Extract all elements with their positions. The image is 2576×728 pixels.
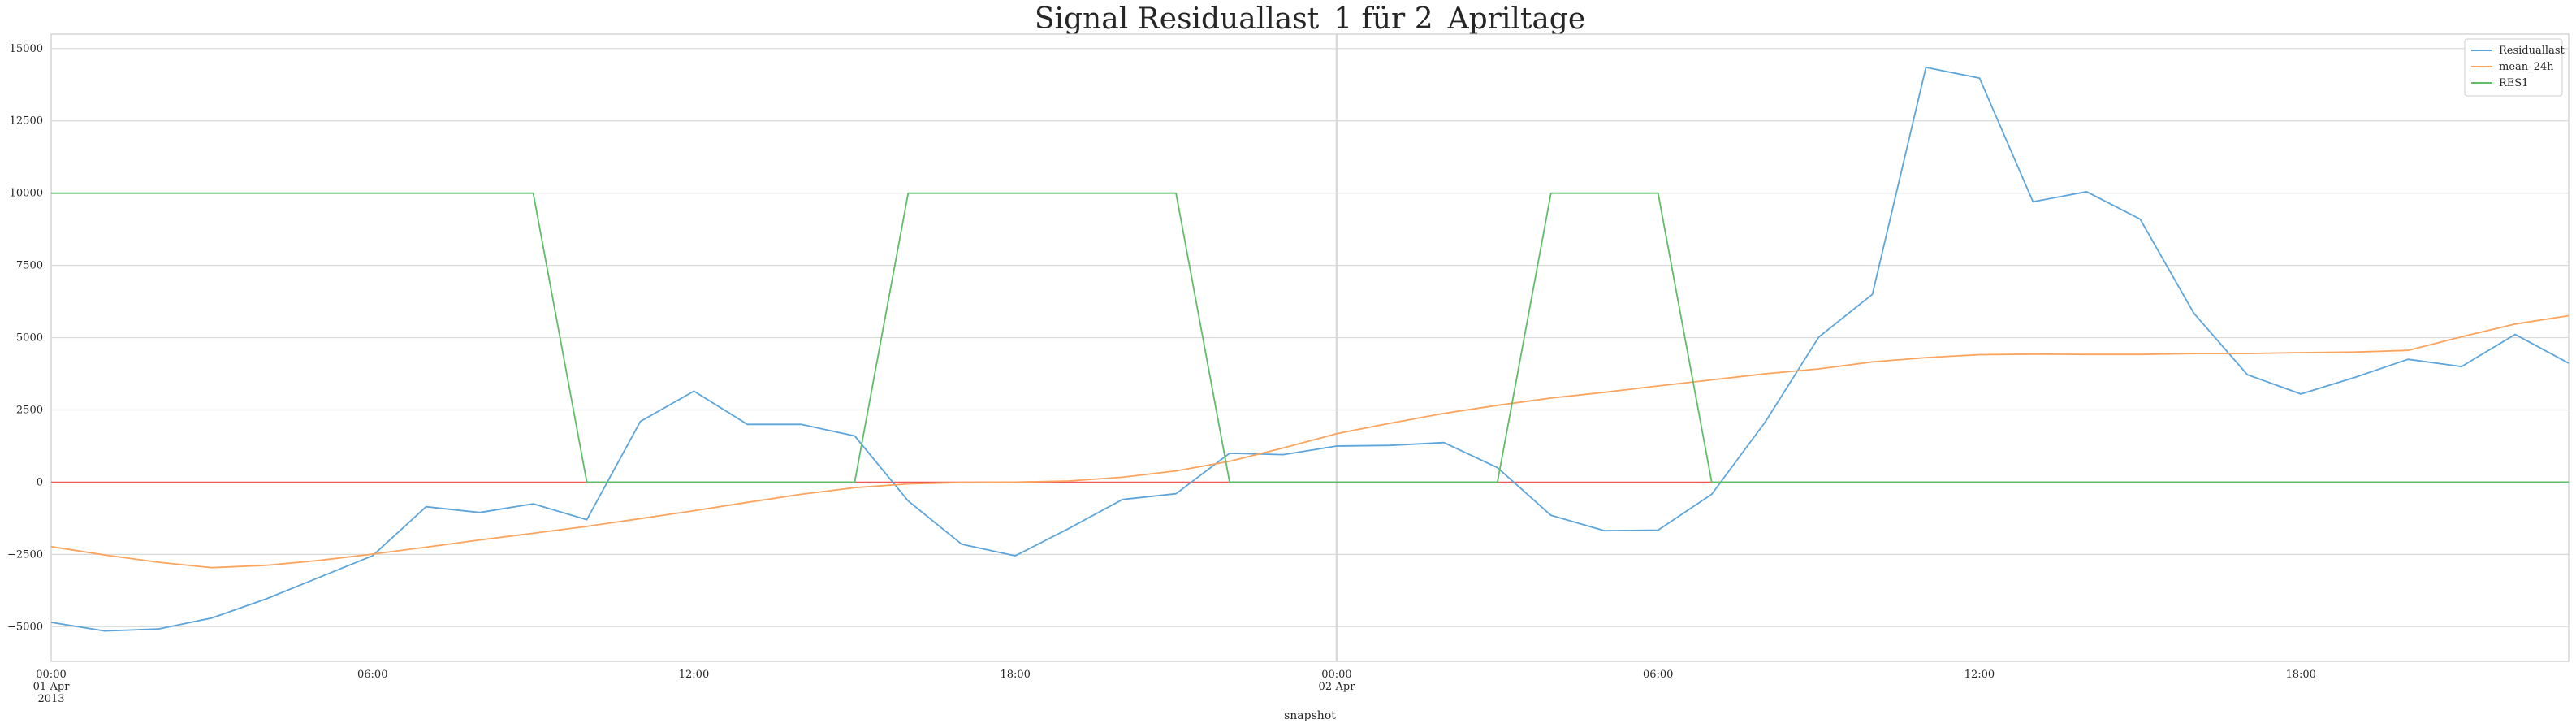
x-tick-label-line: 01-Apr xyxy=(33,681,71,693)
y-tick-label: −5000 xyxy=(7,621,43,633)
legend-label: RES1 xyxy=(2499,77,2528,89)
y-tick-label: 15000 xyxy=(10,43,43,55)
x-tick-label-line: 2013 xyxy=(37,693,64,705)
x-tick-label-line: 18:00 xyxy=(1000,669,1030,681)
y-tick-label: 2500 xyxy=(16,404,43,416)
y-tick-label: 0 xyxy=(37,476,43,488)
legend: Residuallast mean_24h RES1 xyxy=(2464,38,2565,97)
legend-label: Residuallast xyxy=(2499,45,2565,57)
x-tick-label: 12:00 xyxy=(679,669,709,681)
x-tick-label: 00:00 01-Apr 2013 xyxy=(33,669,71,705)
y-axis-ticks: −5000 −2500 0 2500 5000 7500 10000 12500 15000 xyxy=(7,43,43,634)
x-tick-label-line: 00:00 xyxy=(36,669,66,681)
x-tick-label-line: 02-Apr xyxy=(1319,681,1356,693)
x-tick-label-line: 12:00 xyxy=(679,669,709,681)
x-tick-label-line: 12:00 xyxy=(1964,669,1995,681)
x-tick-label-line: 06:00 xyxy=(357,669,387,681)
legend-label: mean_24h xyxy=(2499,61,2554,73)
x-tick-label: 00:00 02-Apr xyxy=(1319,669,1356,693)
plot-area xyxy=(50,33,2570,662)
y-tick-label: 5000 xyxy=(16,332,43,344)
series-line-residuallast xyxy=(50,67,2570,632)
y-tick-label: −2500 xyxy=(7,548,43,561)
series-lines xyxy=(50,67,2570,632)
legend-box xyxy=(2464,38,2563,97)
x-tick-label: 18:00 xyxy=(1000,669,1030,681)
y-tick-label: 10000 xyxy=(10,188,43,200)
x-tick-label-line: 06:00 xyxy=(1643,669,1673,681)
series-line-res1 xyxy=(51,192,2569,483)
x-tick-label: 18:00 xyxy=(2285,669,2315,681)
y-tick-label: 12500 xyxy=(10,115,43,128)
series-line-mean-24h xyxy=(50,314,2570,569)
x-tick-label: 12:00 xyxy=(1964,669,1995,681)
x-tick-label-line: 00:00 xyxy=(1321,669,1351,681)
chart-title: Signal Residuallast_1 für 2_Apriltage xyxy=(1035,2,1585,36)
x-tick-label: 06:00 xyxy=(1643,669,1673,681)
x-axis-label: snapshot xyxy=(1284,709,1336,722)
x-tick-label-line: 18:00 xyxy=(2285,669,2315,681)
x-tick-label: 06:00 xyxy=(357,669,387,681)
y-tick-label: 7500 xyxy=(16,260,43,272)
